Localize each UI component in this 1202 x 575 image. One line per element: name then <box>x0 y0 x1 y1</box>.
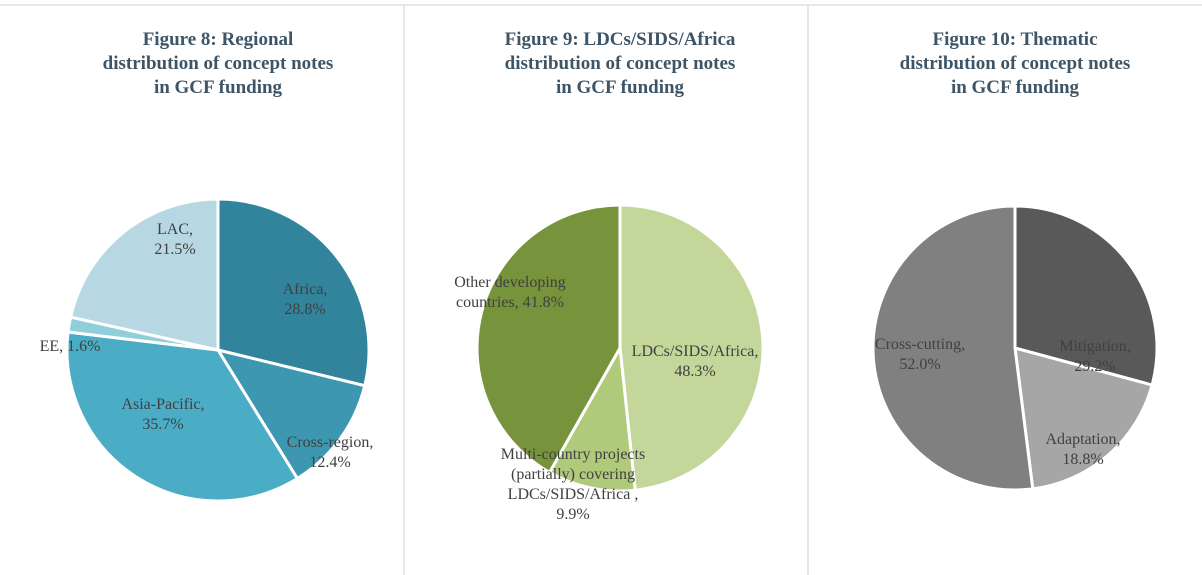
data-label: Cross-cutting, 52.0% <box>874 336 966 373</box>
chart-title: Figure 9: LDCs/SIDS/Africa distribution … <box>504 29 736 98</box>
data-label: LDCs/SIDS/Africa, 48.3% <box>631 343 759 380</box>
data-label: Multi-country projects (partially) cover… <box>500 446 646 523</box>
pie-slice <box>214 347 367 481</box>
data-label: Cross-region, 12.4% <box>286 434 374 471</box>
pie-slice <box>475 203 622 475</box>
pie-slice <box>68 197 220 352</box>
data-label: Mitigation, 29.2% <box>1059 338 1131 375</box>
pie-slice <box>547 343 637 493</box>
pie-slice <box>65 330 300 503</box>
chart-title: Figure 8: Regional distribution of conce… <box>102 29 334 98</box>
chart-title: Figure 10: Thematic distribution of conc… <box>899 29 1131 98</box>
pie-slice <box>618 203 765 492</box>
pie-slice <box>1013 204 1159 387</box>
pie-slice <box>1013 345 1154 491</box>
data-label: Africa, 28.8% <box>282 281 328 318</box>
data-label: LAC, 21.5% <box>154 221 196 258</box>
data-label: Adaptation, 18.8% <box>1045 431 1121 468</box>
pie-slice <box>216 197 371 388</box>
data-label: Asia-Pacific, 35.7% <box>121 396 205 433</box>
pie-slice <box>871 204 1035 492</box>
data-label: EE, 1.6% <box>39 338 101 355</box>
data-label: Other developing countries, 41.8% <box>454 274 566 311</box>
